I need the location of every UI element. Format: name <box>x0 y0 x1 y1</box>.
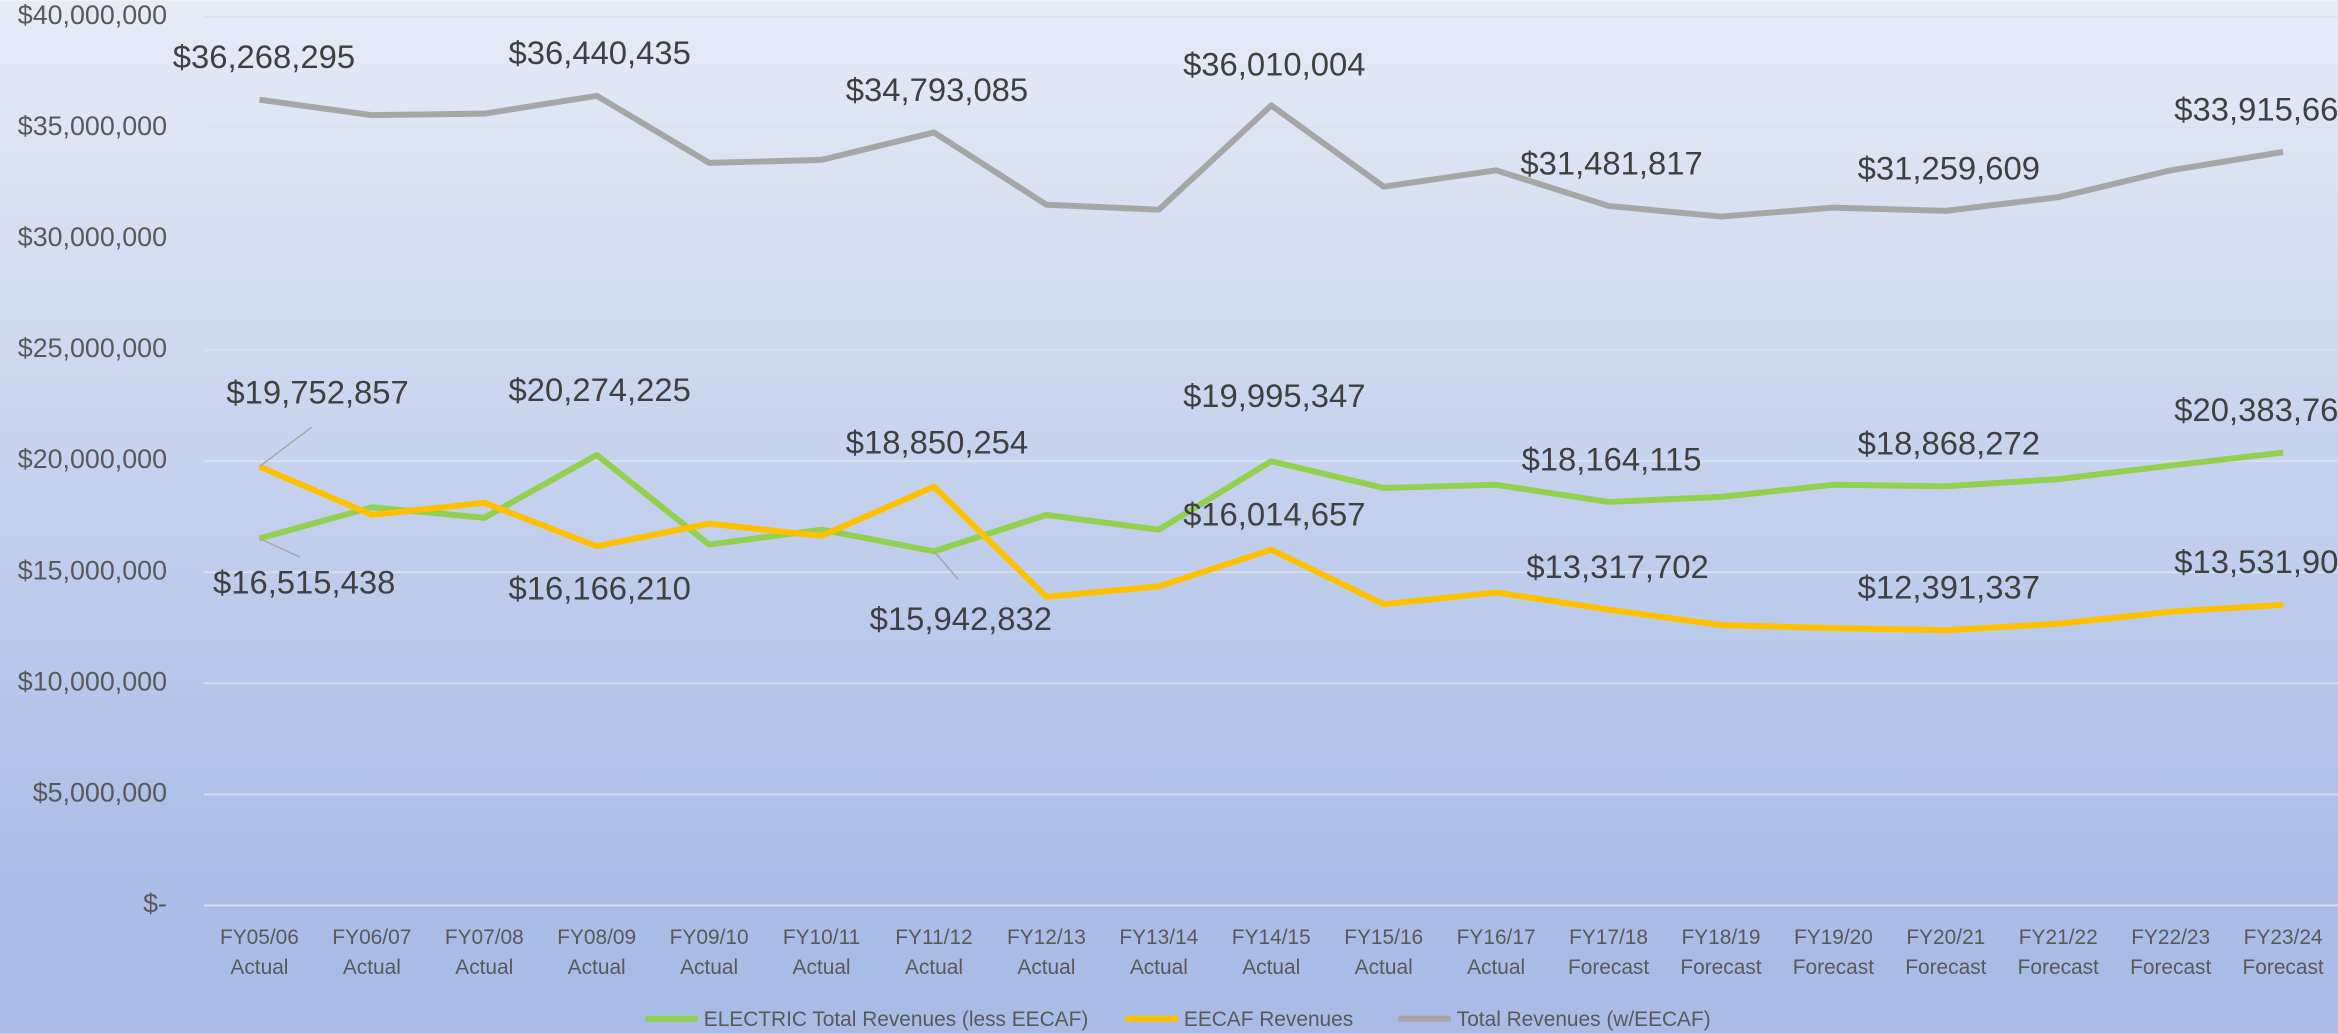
data-label: $33,915,66 <box>2174 90 2338 127</box>
x-tick-label: FY15/16 Actual <box>1344 924 1424 979</box>
data-label: $20,383,76 <box>2174 391 2338 428</box>
y-tick-label: $10,000,000 <box>18 666 167 696</box>
data-label: $19,995,347 <box>1183 377 1365 414</box>
x-tick-label-box: FY20/21 Forecast <box>1905 924 1987 979</box>
data-label: $19,752,857 <box>226 374 408 411</box>
x-tick-label: FY11/12 Actual <box>895 924 973 979</box>
x-tick-label: FY16/17 Actual <box>1456 924 1536 979</box>
x-tick-label-box: FY21/22 Forecast <box>2017 924 2099 979</box>
x-tick-label-box: FY22/23 Forecast <box>2130 924 2212 979</box>
x-tick-label-box: FY05/06 Actual <box>219 924 299 979</box>
data-label: $18,850,254 <box>846 424 1028 461</box>
data-label: $18,164,115 <box>1522 440 1702 477</box>
x-tick-label-box: FY17/18 Forecast <box>1567 924 1650 979</box>
x-tick-label: FY08/09 Actual <box>557 924 637 979</box>
x-tick-label-box: FY11/12 Actual <box>895 924 973 979</box>
x-tick-label: FY22/23 Forecast <box>2130 924 2212 979</box>
x-tick-label: FY23/24 Forecast <box>2242 924 2324 979</box>
x-tick-label: FY20/21 Forecast <box>1905 924 1987 979</box>
data-label: $16,014,657 <box>1183 495 1365 532</box>
line-series <box>258 449 2284 555</box>
x-tick-label-box: FY14/15 Actual <box>1231 924 1311 979</box>
line-series <box>259 92 2284 220</box>
data-label: $15,942,832 <box>870 600 1052 637</box>
legend-label: EECAF Revenues <box>1184 1008 1353 1031</box>
x-tick-label: FY21/22 Forecast <box>2017 924 2099 979</box>
x-tick-label-box: FY12/13 Actual <box>1006 924 1086 979</box>
x-tick-label-box: FY19/20 Forecast <box>1792 924 1875 979</box>
y-tick-label: $30,000,000 <box>18 222 167 252</box>
data-label: $13,317,702 <box>1526 548 1708 585</box>
data-label: $36,268,295 <box>173 38 355 75</box>
leader-line <box>933 550 959 580</box>
data-label: $20,274,225 <box>509 371 691 408</box>
data-label: $31,481,817 <box>1520 144 1702 181</box>
data-label: $34,793,085 <box>846 71 1028 108</box>
legend-label: ELECTRIC Total Revenues (less EECAF) <box>704 1008 1088 1031</box>
leader-line <box>258 426 313 468</box>
y-tick-label: $25,000,000 <box>18 333 167 363</box>
x-tick-label-box: FY10/11 Actual <box>782 924 861 979</box>
x-tick-label-box: FY18/19 Forecast <box>1680 924 1762 979</box>
data-label: $31,259,609 <box>1858 149 2040 186</box>
x-tick-label-box: FY13/14 Actual <box>1119 924 1199 979</box>
x-tick-label: FY05/06 Actual <box>219 924 299 979</box>
x-tick-label-box: FY09/10 Actual <box>669 924 749 979</box>
x-tick-label: FY07/08 Actual <box>444 924 524 979</box>
legend-label: Total Revenues (w/EECAF) <box>1457 1008 1711 1031</box>
x-tick-label-box: FY08/09 Actual <box>557 924 637 979</box>
x-tick-label-box: FY16/17 Actual <box>1456 924 1536 979</box>
x-tick-label: FY19/20 Forecast <box>1792 924 1875 979</box>
data-label: $18,868,272 <box>1858 425 2040 462</box>
y-tick-label: $15,000,000 <box>18 555 167 585</box>
leader-line <box>259 537 301 558</box>
y-tick-label: $- <box>143 889 167 919</box>
data-label: $36,010,004 <box>1183 45 1365 82</box>
x-tick-label: FY09/10 Actual <box>669 924 749 979</box>
x-tick-label-box: FY23/24 Forecast <box>2242 924 2324 979</box>
y-tick-label: $35,000,000 <box>18 111 167 141</box>
x-tick-label: FY17/18 Forecast <box>1567 924 1650 979</box>
x-tick-label: FY12/13 Actual <box>1006 924 1086 979</box>
data-label: $16,515,438 <box>213 563 395 600</box>
x-tick-label: FY14/15 Actual <box>1231 924 1311 979</box>
x-tick-label-box: FY06/07 Actual <box>332 924 412 979</box>
x-tick-label-box: FY07/08 Actual <box>444 924 524 979</box>
line-series <box>258 463 2284 634</box>
data-label: $12,391,337 <box>1858 569 2040 606</box>
x-tick-label: FY13/14 Actual <box>1119 924 1199 979</box>
x-tick-label: FY10/11 Actual <box>782 924 861 979</box>
data-label: $13,531,90 <box>2174 543 2338 580</box>
y-tick-label: $5,000,000 <box>33 777 167 807</box>
data-label: $36,440,435 <box>509 34 691 71</box>
data-label: $16,166,210 <box>509 570 691 607</box>
y-tick-label: $20,000,000 <box>18 444 167 474</box>
x-tick-label: FY06/07 Actual <box>332 924 412 979</box>
x-tick-label-box: FY15/16 Actual <box>1344 924 1424 979</box>
y-tick-label: $40,000,000 <box>18 0 167 30</box>
x-tick-label: FY18/19 Forecast <box>1680 924 1762 979</box>
